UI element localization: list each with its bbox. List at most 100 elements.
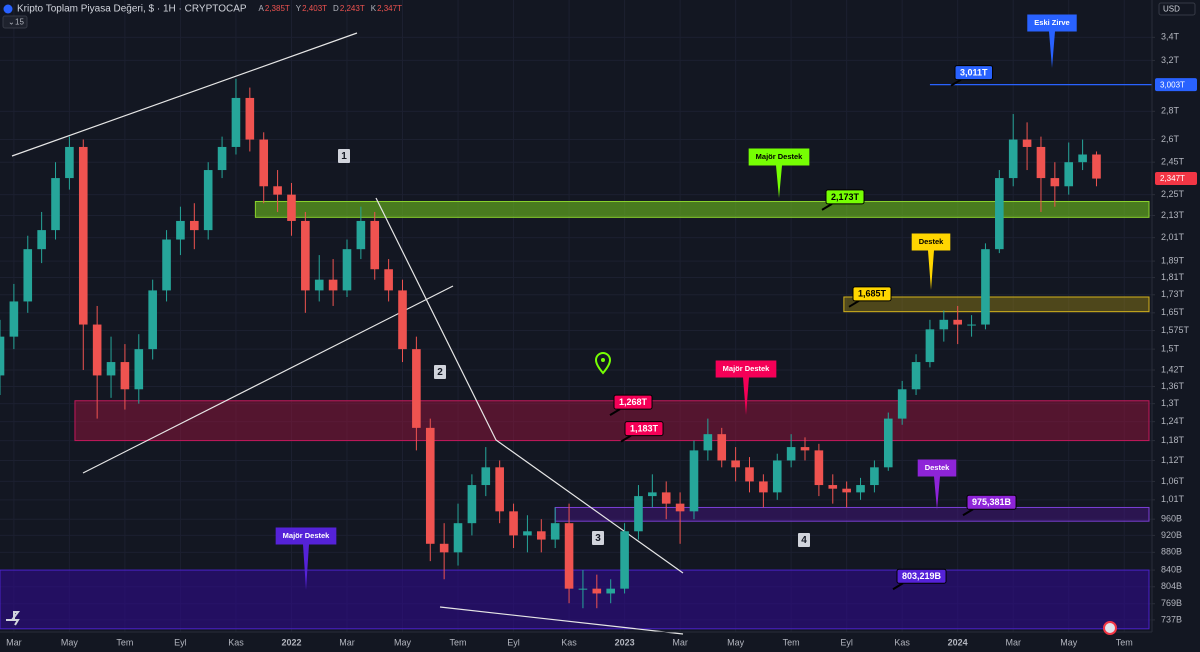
x-tick-label: May <box>727 637 745 647</box>
candle-body <box>37 230 46 250</box>
candle-body <box>939 319 949 330</box>
candle-body <box>0 336 5 376</box>
location-pin-dot <box>601 358 605 362</box>
y-tick-label: 1,89T <box>1161 255 1185 265</box>
callout-text: Majör Destek <box>756 152 804 161</box>
x-tick-label: Kas <box>228 637 244 647</box>
candle-body <box>412 349 421 428</box>
interval-arrow: ⌄ <box>8 18 15 27</box>
candle-body <box>384 269 393 291</box>
y-tick-label: 920B <box>1161 530 1182 540</box>
y-tick-label: 769B <box>1161 598 1182 608</box>
candle-body <box>1092 154 1101 179</box>
candle-body <box>176 220 185 240</box>
y-tick-label: 2,01T <box>1161 232 1185 242</box>
value-label: 975,381B <box>972 497 1012 507</box>
candle-body <box>134 349 144 390</box>
interval-box[interactable] <box>2 15 28 29</box>
candle-body <box>259 139 269 187</box>
price-axis-panel <box>1152 0 1200 652</box>
candle-body <box>481 467 491 486</box>
y-tick-label: 1,65T <box>1161 307 1185 317</box>
candle-body <box>578 588 588 590</box>
candle-body <box>467 485 477 524</box>
candle-body <box>106 362 116 376</box>
y-tick-label: 1,5T <box>1161 344 1180 354</box>
zone <box>843 296 1150 313</box>
y-tick-label: 1,24T <box>1161 416 1185 426</box>
candle-body <box>786 447 796 461</box>
candle-body <box>509 511 518 536</box>
x-tick-label: Tem <box>783 637 800 647</box>
symbol-title: Kripto Toplam Piyasa Değeri, $ · 1H · CR… <box>17 4 247 15</box>
y-tick-label: 2,25T <box>1161 189 1185 199</box>
candle-body <box>870 467 879 486</box>
x-tick-label: Tem <box>116 637 133 647</box>
ohlc-value: 2,347T <box>377 4 402 13</box>
event-icon[interactable] <box>1103 621 1117 635</box>
candle-body <box>550 523 560 540</box>
x-tick-label: Tem <box>1116 637 1133 647</box>
candle-body <box>925 329 935 363</box>
y-tick-label: 840B <box>1161 564 1182 574</box>
logo <box>6 611 20 626</box>
candle-body <box>120 362 130 390</box>
callout-box <box>715 360 777 415</box>
annotations: 3,011T 2,173T 1,685T 1,268T 1,183T 975,381B 80… <box>275 14 1152 591</box>
marker-label: 2 <box>437 367 443 378</box>
candle-body <box>148 290 157 350</box>
candle-body <box>92 324 102 376</box>
label-tail <box>848 299 860 308</box>
header: Kripto Toplam Piyasa Değeri, $ · 1H · CR… <box>2 4 402 29</box>
candle-body <box>731 460 740 468</box>
trend-line <box>11 32 358 157</box>
zone <box>254 200 1150 218</box>
x-tick-label: Mar <box>672 637 688 647</box>
candle-body <box>453 523 463 553</box>
y-tick-label: 2,13T <box>1161 210 1185 220</box>
x-tick-label: Mar <box>339 637 355 647</box>
candle-body <box>1064 162 1074 187</box>
candle-body <box>287 194 296 221</box>
y-tick-label: 2,45T <box>1161 157 1185 167</box>
x-tick-label: May <box>394 637 412 647</box>
candle-body <box>911 362 921 390</box>
x-tick-label: 2023 <box>615 637 635 647</box>
x-tick-label: 2024 <box>948 637 968 647</box>
candles <box>0 78 1101 609</box>
interval-value: 15 <box>15 18 24 27</box>
y-tick-label: 1,12T <box>1161 455 1185 465</box>
candle-body <box>1050 178 1060 187</box>
candle-body <box>967 324 976 326</box>
callout-text: Eski Zirve <box>1034 18 1069 27</box>
ohlc-key: Y <box>296 4 302 13</box>
location-pin <box>594 352 612 375</box>
candle-body <box>689 450 699 512</box>
x-tick-label: Eyl <box>507 637 520 647</box>
marker-box <box>338 149 350 163</box>
candle-body <box>1008 139 1018 179</box>
ohlc-key: K <box>371 4 377 13</box>
y-tick-label: 1,18T <box>1161 435 1185 445</box>
candle-body <box>814 450 824 486</box>
zone <box>0 569 1150 630</box>
marker-box <box>592 531 604 545</box>
candle-body <box>856 485 865 493</box>
trend-line <box>82 285 454 474</box>
y-tick-label: 880B <box>1161 547 1182 557</box>
x-tick-label: Eyl <box>840 637 853 647</box>
currency: USD <box>1163 5 1180 14</box>
candle-body <box>745 467 754 482</box>
candle-body <box>897 389 907 419</box>
candle-body <box>675 503 685 512</box>
label-tail <box>821 203 833 211</box>
value-label-box <box>624 421 664 437</box>
candle-body <box>772 460 782 493</box>
candle-body <box>65 146 74 179</box>
marker-box <box>798 533 810 547</box>
label-tail <box>962 508 974 517</box>
candle-body <box>342 249 352 291</box>
currency-box[interactable] <box>1158 2 1196 16</box>
value-label: 1,685T <box>858 289 887 299</box>
